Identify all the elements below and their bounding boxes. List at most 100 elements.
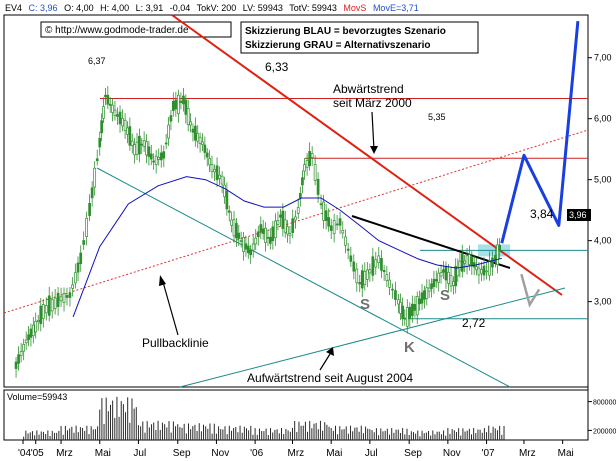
- candle-body: [324, 210, 328, 221]
- candle-body: [68, 292, 72, 298]
- candle-body: [167, 124, 170, 139]
- candle-body: [213, 169, 216, 173]
- candle-body: [399, 301, 402, 314]
- candle-body: [256, 231, 260, 238]
- x-tick-label-10: Jul: [365, 448, 378, 459]
- pullback-arrow: [162, 281, 179, 336]
- downtrend-arrow-head: [370, 146, 378, 154]
- candle-body: [439, 272, 443, 277]
- candle-body: [223, 184, 226, 198]
- candle-body: [418, 298, 421, 305]
- candle-body: [397, 299, 400, 305]
- x-tick-label-14: Mrz: [519, 448, 536, 459]
- candle-body: [425, 287, 429, 299]
- candle-body: [56, 292, 60, 307]
- candle-body: [138, 135, 141, 155]
- y-tick-label-3: 4,00: [594, 236, 612, 246]
- candle-body: [232, 219, 236, 237]
- candle-body: [169, 115, 173, 122]
- candle-body: [79, 252, 83, 265]
- x-tick-label-11: Sep: [404, 448, 422, 459]
- candle-body: [374, 259, 378, 268]
- legend-line-1: Skizzierung BLAU = bevorzugtes Szenario: [245, 26, 446, 37]
- copyright-text: © http://www.godmode-trader.de: [45, 25, 189, 36]
- candle-body: [76, 262, 80, 273]
- candle-body: [281, 210, 285, 229]
- head-label: K: [404, 339, 415, 356]
- candle-body: [85, 217, 88, 237]
- candle-body: [82, 240, 86, 245]
- resistance-mid-label: 5,35: [428, 112, 446, 122]
- x-tick-label-6: Nov: [211, 448, 229, 459]
- candle-body: [41, 304, 45, 319]
- candle-body: [108, 103, 112, 106]
- pullback-label: Pullbacklinie: [142, 336, 209, 350]
- header-symbol: EV4: [5, 3, 22, 13]
- candle-body: [113, 109, 117, 117]
- candle-body: [475, 266, 478, 271]
- y-tick-label-2: 5,00: [594, 175, 612, 185]
- candle-body: [415, 296, 419, 316]
- candle-body: [71, 284, 74, 289]
- x-tick-label-13: '07: [482, 448, 495, 459]
- x-tick-label-3: Mai: [95, 448, 111, 459]
- volume-label: Volume=59943: [7, 392, 67, 402]
- candle-body: [432, 278, 436, 287]
- candle-body: [39, 305, 43, 324]
- candle-body: [208, 158, 211, 166]
- x-tick-label-0: '04: [18, 448, 31, 459]
- pullback-line: [96, 167, 511, 388]
- candle-body: [53, 297, 57, 309]
- candle-body: [380, 257, 383, 271]
- candle-body: [408, 306, 412, 319]
- candle-body: [59, 296, 63, 302]
- candle-body: [352, 261, 356, 272]
- candle-body: [135, 141, 139, 155]
- header-close: C: 3,96: [29, 3, 58, 13]
- candle-body: [491, 257, 494, 268]
- candle-body: [346, 248, 350, 251]
- candle-body: [279, 214, 282, 218]
- x-tick-label-15: Mai: [558, 448, 574, 459]
- x-tick-label-9: Mai: [326, 448, 342, 459]
- candle-body: [205, 152, 209, 158]
- candle-body: [235, 223, 238, 239]
- candle-body: [196, 133, 200, 142]
- candle-body: [244, 243, 248, 250]
- candle-body: [162, 151, 166, 159]
- header-high: H: 4,00: [100, 3, 129, 13]
- candle-body: [17, 354, 20, 364]
- candle-body: [22, 343, 26, 352]
- candle-body: [460, 253, 464, 272]
- candle-body: [210, 164, 214, 172]
- candle-body: [171, 100, 175, 111]
- candle-body: [259, 224, 263, 232]
- candle-body: [322, 201, 325, 221]
- candle-body: [434, 279, 438, 282]
- candle-body: [327, 217, 331, 227]
- candle-body: [449, 275, 453, 287]
- candle-body: [159, 152, 163, 161]
- scenario-grey-path: [520, 273, 541, 308]
- candle-body: [154, 155, 158, 165]
- candle-body: [291, 218, 295, 233]
- header-move: MovE=3,71: [373, 3, 419, 13]
- candle-body: [394, 290, 397, 300]
- candle-body: [403, 317, 407, 320]
- candle-body: [377, 255, 381, 264]
- candle-body: [118, 111, 122, 125]
- y-tick-label-1: 6,00: [594, 114, 612, 124]
- moving-average-line: [72, 176, 502, 318]
- candle-body: [249, 250, 253, 256]
- downtrend-arrow: [371, 111, 375, 151]
- legend-line-2: Skizzierung GRAU = Alternativszenario: [245, 40, 431, 51]
- candle-body: [463, 260, 467, 264]
- candle-body: [401, 305, 404, 319]
- candle-body: [338, 218, 342, 226]
- candle-body: [465, 255, 469, 267]
- pullback-arrow-head: [159, 275, 166, 286]
- candle-body: [349, 255, 353, 262]
- candle-body: [203, 144, 207, 153]
- candle-body: [152, 160, 155, 163]
- candle-body: [427, 287, 431, 292]
